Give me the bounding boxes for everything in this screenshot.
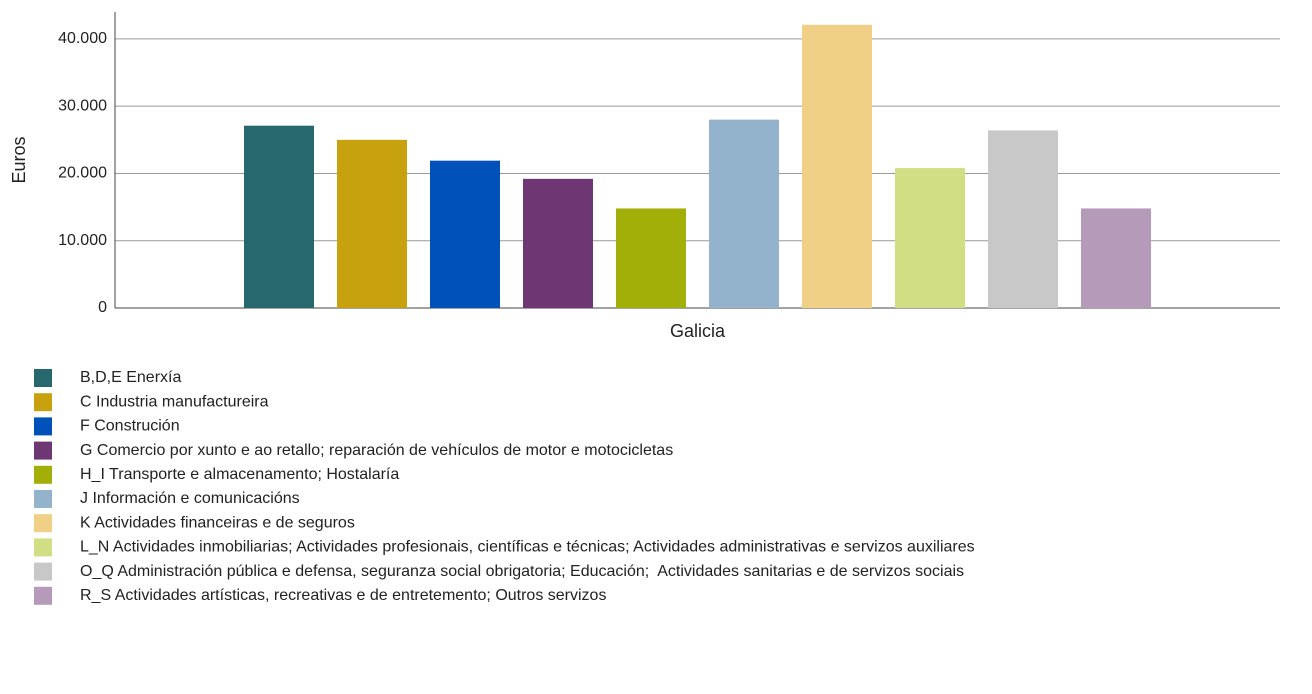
legend-swatch — [34, 490, 52, 508]
y-tick-label: 30.000 — [58, 97, 107, 114]
legend-swatch — [34, 465, 52, 484]
bar — [709, 119, 779, 309]
legend-swatch — [34, 586, 52, 605]
legend-label: B,D,E Enerxía — [80, 369, 181, 386]
legend-swatch — [34, 562, 52, 581]
y-axis-label: Euros — [9, 136, 29, 183]
bar — [244, 125, 314, 308]
legend-swatch — [34, 369, 52, 387]
legend-label: C Industria manufactureira — [80, 393, 269, 410]
y-tick-label: 0 — [98, 299, 107, 316]
legend-swatch — [34, 514, 52, 533]
legend-label: J Información e comunicacións — [80, 490, 300, 507]
bar — [1081, 208, 1151, 308]
legend-label: R_S Actividades artísticas, recreativas … — [80, 587, 606, 604]
legend-swatch — [34, 417, 52, 436]
bar — [802, 24, 872, 308]
legend-swatch — [34, 441, 52, 460]
legend-swatch — [34, 393, 52, 412]
bar — [430, 160, 500, 308]
legend-swatch — [34, 538, 52, 557]
legend-label: G Comercio por xunto e ao retallo; repar… — [80, 442, 673, 459]
legend-label: L_N Actividades inmobiliarias; Actividad… — [80, 539, 975, 556]
legend-label: H_I Transporte e almacenamento; Hostalar… — [80, 466, 399, 483]
legend-label: O_Q Administración pública e defensa, se… — [80, 563, 964, 580]
bar — [337, 139, 407, 308]
x-tick-label: Galicia — [670, 321, 726, 341]
legend-label: K Actividades financeiras e de seguros — [80, 514, 355, 531]
y-tick-label: 20.000 — [58, 165, 107, 182]
bar — [988, 130, 1058, 308]
bar — [523, 178, 593, 308]
bar — [895, 168, 965, 308]
y-tick-label: 10.000 — [58, 232, 107, 249]
y-tick-label: 40.000 — [58, 30, 107, 47]
bar — [616, 208, 686, 308]
legend-label: F Construción — [80, 418, 180, 435]
